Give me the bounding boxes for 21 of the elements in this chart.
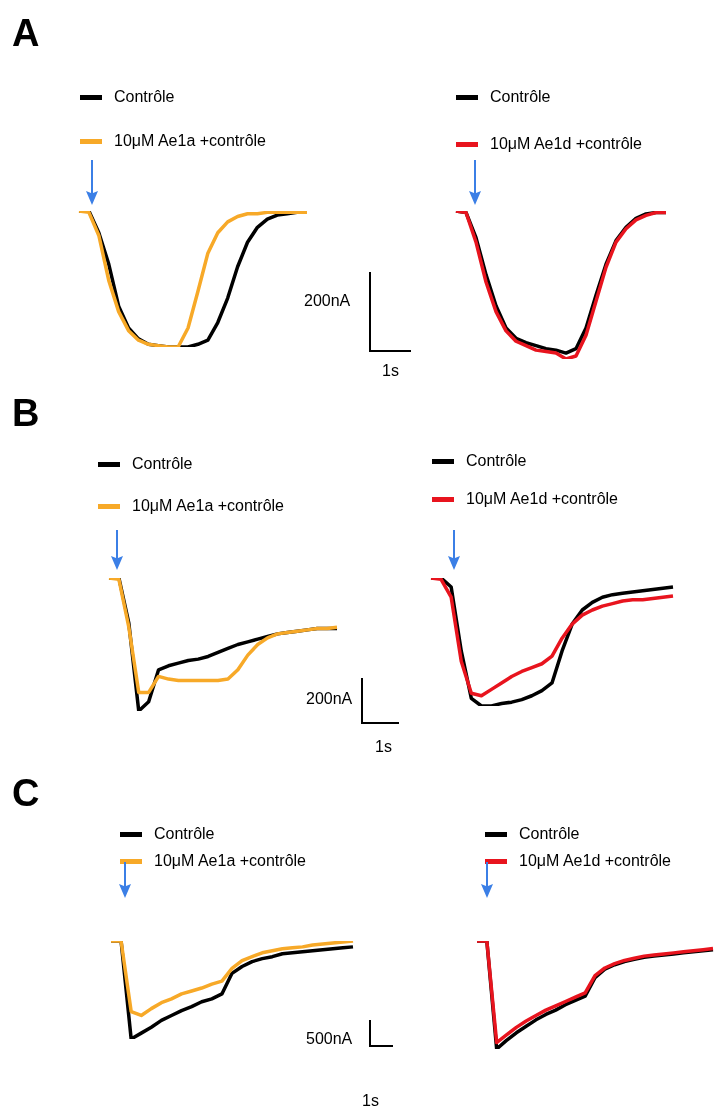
legend-label: Contrôle (114, 88, 175, 106)
legend-label: 10μM Ae1d +contrôle (490, 135, 642, 153)
legend-label: 10μM Ae1a +contrôle (154, 852, 306, 870)
legend-label: 10μM Ae1a +contrôle (132, 497, 284, 515)
legend-label: Contrôle (490, 88, 551, 106)
legend-label: Contrôle (132, 455, 193, 473)
chart-title: B (12, 392, 40, 435)
legend-label: 10μM Ae1d +contrôle (466, 490, 618, 508)
legend-label: Contrôle (154, 825, 215, 843)
legend-label: Contrôle (466, 452, 527, 470)
annotation: 500nA (306, 1030, 353, 1048)
chart-title: C (12, 772, 40, 815)
text: 1s (382, 362, 399, 380)
chart-title: A (12, 12, 40, 55)
annotation: 200nA (304, 292, 351, 310)
text: 1s (375, 738, 392, 756)
legend-label: Contrôle (519, 825, 580, 843)
annotation: 200nA (306, 690, 353, 708)
legend-label: 10μM Ae1a +contrôle (114, 132, 266, 150)
text: 1s (362, 1092, 379, 1110)
legend-label: 10μM Ae1d +contrôle (519, 852, 671, 870)
